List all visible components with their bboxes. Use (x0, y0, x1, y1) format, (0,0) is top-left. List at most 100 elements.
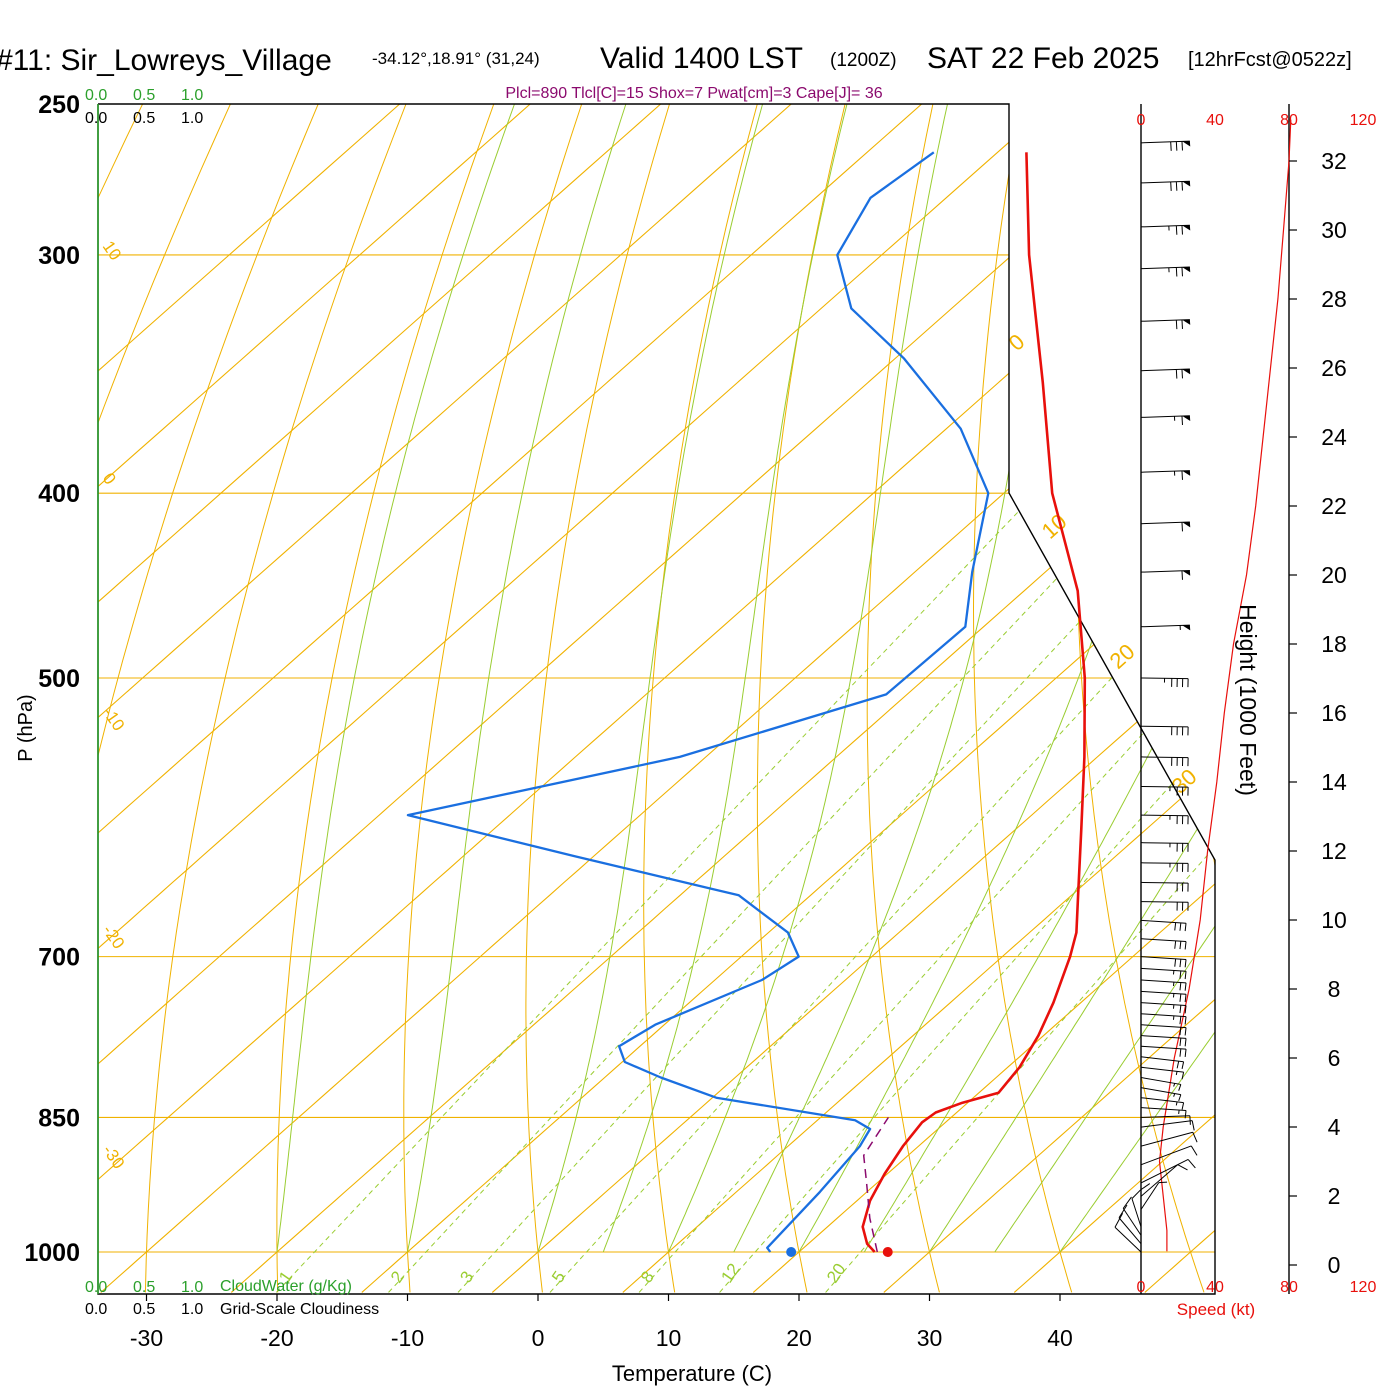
p-tick-label-500: 500 (38, 665, 80, 693)
wind-barb-shaft (1140, 1056, 1184, 1063)
profiles (406, 119, 1292, 1257)
wind-barb-shaft (1140, 1087, 1181, 1096)
isotherm-30 (883, 104, 1215, 1293)
mixing-ratio-5 (549, 492, 1215, 1293)
wind-barb-flag (1114, 1212, 1124, 1228)
isotherm--10 (361, 104, 1215, 1293)
moist-adiabat-40 (1059, 104, 1215, 1253)
wind-barb-pennant (1182, 522, 1191, 528)
wind-barb-flag (1174, 958, 1177, 967)
wind-barb-shaft (1140, 956, 1187, 960)
wind-barb (1140, 368, 1191, 379)
cloud-scale-bottom-2: 1.0 (181, 1279, 203, 1296)
mixing-ratio-label-2: 2 (387, 1268, 408, 1287)
isotherm-40 (1013, 104, 1215, 1293)
wind-barb-flag (1181, 570, 1183, 580)
wind-barb-shaft (1140, 1107, 1187, 1111)
wind-barb (1140, 569, 1191, 580)
zulu-time: (1200Z) (830, 50, 897, 71)
wind-barb (1140, 990, 1187, 1003)
wind-barb (1140, 1087, 1182, 1102)
cloud-scale-bottom-1: 0.5 (133, 1279, 155, 1296)
wind-barb-shaft (1140, 1182, 1160, 1210)
wind-barb-pennant (1182, 319, 1191, 325)
wind-barb-flag (1179, 922, 1182, 931)
height-tick-label-12: 12 (1321, 838, 1347, 864)
dry-adiabat-label--30: -30 (99, 1141, 129, 1172)
wind-barb-flag (1179, 1038, 1182, 1047)
wind-barbs (1114, 140, 1198, 1253)
height-tick-label-26: 26 (1321, 355, 1347, 381)
wind-barb-shaft (1140, 1077, 1181, 1085)
wind-barb-flag (1184, 941, 1187, 950)
p-tick-label-400: 400 (38, 480, 80, 508)
wind-barb-flag (1184, 1005, 1187, 1014)
dry-adiabat--20 (276, 104, 507, 1293)
wind-barb-flag (1175, 181, 1178, 191)
isotherm-label-20: 20 (1105, 639, 1140, 674)
wind-barb-flag (1184, 994, 1187, 1003)
wind-barb (1140, 786, 1189, 796)
wind-barb-shaft (1140, 140, 1190, 144)
mixing-ratio-20 (825, 492, 1215, 1293)
wind-barb-shaft (1140, 1024, 1187, 1029)
wind-barb (1140, 1066, 1185, 1080)
wind-barb-pennant (1182, 267, 1191, 273)
moist-adiabat-5 (602, 104, 856, 1253)
wind-barb-flag (1179, 993, 1182, 1002)
wind-barb-shaft (1140, 990, 1187, 995)
wind-barb-flag (1175, 320, 1178, 330)
wind-barb-shaft (1140, 368, 1190, 372)
wind-barb (1140, 677, 1189, 688)
wind-barb-shaft (1140, 1066, 1184, 1073)
wind-barb-flag (1179, 959, 1182, 968)
thermo-background-lines (98, 70, 1400, 1293)
wind-barb-half-flag (1175, 1101, 1178, 1106)
wind-barb-shaft (1122, 1208, 1142, 1236)
dry-adiabat-80 (1367, 70, 1400, 1292)
cloudiness-scale-bottom-2: 1.0 (181, 1301, 203, 1318)
wind-barb (1140, 956, 1187, 968)
wind-barb (1140, 1164, 1188, 1197)
wind-barb-flag (1189, 1115, 1191, 1125)
wind-barb (1140, 881, 1189, 892)
wind-barb-flag (1170, 181, 1172, 191)
wind-barb-shaft (1140, 725, 1189, 728)
wind-barb-shaft (1131, 1198, 1142, 1227)
mixing-ratio-1 (276, 492, 1037, 1293)
wind-barb (1131, 1189, 1142, 1227)
speed-tick-top-0: 0 (1137, 112, 1146, 129)
cloud-scale-top-0: 0.0 (85, 87, 107, 104)
wind-barb (1140, 1158, 1196, 1184)
isotherm--50 (98, 104, 1215, 1293)
cloudiness-scale-top-1: 0.5 (133, 110, 155, 127)
wind-barb-flag (1181, 522, 1183, 532)
wind-barb-flag (1190, 1145, 1198, 1156)
wind-barb-shaft (1140, 470, 1190, 473)
wind-barb-flag (1184, 959, 1187, 968)
isotherm--90 (98, 104, 700, 1293)
height-tick-label-8: 8 (1328, 976, 1341, 1002)
wind-barb-shaft (1140, 814, 1189, 817)
cloudiness-scale-bottom-0: 0.0 (85, 1301, 107, 1318)
wind-barb-shaft (1140, 1145, 1192, 1166)
wind-barb-flag (1184, 1110, 1187, 1119)
moist-adiabat-0 (537, 104, 773, 1253)
wind-barb-shaft (1140, 1115, 1190, 1118)
wind-barb-flag (1178, 1084, 1182, 1091)
wind-barb (1140, 814, 1189, 825)
wind-barb (1140, 1013, 1187, 1025)
wind-barb-flag (1158, 1181, 1168, 1184)
mixing-ratio-8 (638, 492, 1215, 1293)
cloudiness-scale-top-0: 0.0 (85, 110, 107, 127)
plot-frame (97, 103, 1216, 1295)
cloud-scale-bottom-0: 0.0 (85, 1279, 107, 1296)
moist-adiabat-35 (994, 104, 1215, 1253)
wind-barb-shaft (1140, 415, 1190, 418)
speed-tick-top-120: 120 (1350, 112, 1377, 129)
speed-tick-bottom-40: 40 (1206, 1279, 1224, 1296)
site-title: #11: Sir_Lowreys_Village (0, 44, 332, 77)
wind-barb-shaft (1140, 786, 1189, 788)
wind-barb-flag (1175, 369, 1178, 379)
